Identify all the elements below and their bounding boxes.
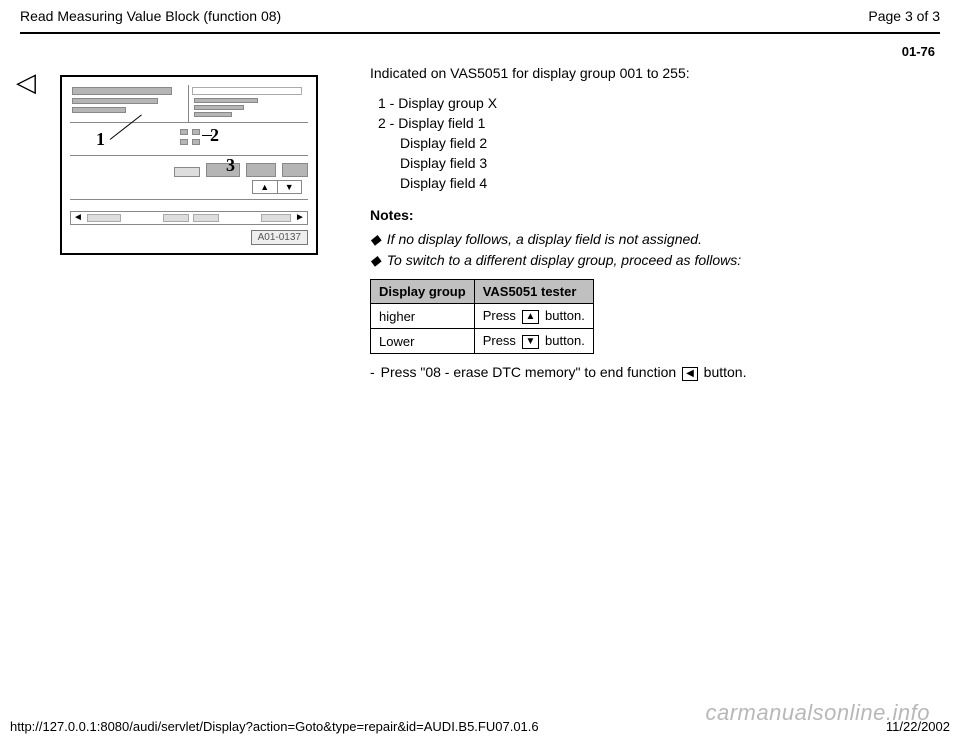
panel xyxy=(180,139,188,145)
page-label: Page 3 of 3 xyxy=(868,8,940,24)
table-header: Display group xyxy=(371,280,475,304)
divider xyxy=(70,155,308,156)
lead-text: Indicated on VAS5051 for display group 0… xyxy=(370,65,930,81)
nav-right-icon: ► xyxy=(293,212,307,224)
diagnostic-screen-figure: ▲ ▼ ◄ ► A01-0137 1 xyxy=(60,75,318,255)
divider xyxy=(70,122,308,123)
table-cell: Press ▲ button. xyxy=(474,304,593,329)
panel xyxy=(246,163,276,177)
panel xyxy=(194,112,232,117)
nav-seg xyxy=(193,214,219,222)
dash-bullet: - xyxy=(370,364,375,381)
nav-bar: ◄ ► xyxy=(70,211,308,225)
table-cell: Press ▼ button. xyxy=(474,329,593,354)
panel xyxy=(180,129,188,135)
final-text: Press "08 - erase DTC memory" to end fun… xyxy=(381,364,747,381)
final-post: button. xyxy=(700,364,747,380)
divider xyxy=(70,199,308,200)
arrow-left-icon: ◀ xyxy=(682,367,698,381)
pointer-left-icon: ◁ xyxy=(16,67,36,98)
panel xyxy=(192,139,200,145)
callout-3: 3 xyxy=(226,155,235,176)
table-row: Lower Press ▼ button. xyxy=(371,329,594,354)
panel xyxy=(282,163,308,177)
arrow-down-icon: ▼ xyxy=(522,335,540,349)
lead-line xyxy=(110,114,142,139)
lead-line xyxy=(202,135,212,136)
arrow-up-icon: ▲ xyxy=(522,310,540,324)
note-text: If no display follows, a display field i… xyxy=(387,231,702,248)
panel xyxy=(192,129,200,135)
table-row: higher Press ▲ button. xyxy=(371,304,594,329)
tester-table: Display group VAS5051 tester higher Pres… xyxy=(370,279,594,354)
tri-up-icon: ▲ xyxy=(253,181,277,193)
panel xyxy=(194,98,258,103)
panel xyxy=(174,167,200,177)
table-header: VAS5051 tester xyxy=(474,280,593,304)
list-item: Display field 2 xyxy=(400,135,930,151)
final-pre: Press "08 - erase DTC memory" to end fun… xyxy=(381,364,680,380)
cell-text: Press xyxy=(483,308,520,323)
panel xyxy=(194,105,244,110)
panel xyxy=(72,87,172,95)
nav-seg xyxy=(87,214,121,222)
footer-url: http://127.0.0.1:8080/audi/servlet/Displ… xyxy=(10,719,539,734)
diamond-icon: ◆ xyxy=(370,252,381,269)
panel xyxy=(192,87,302,95)
list-item: 1 - Display group X xyxy=(378,95,930,111)
cell-text: button. xyxy=(541,333,584,348)
divider xyxy=(188,85,189,122)
list-item: Display field 4 xyxy=(400,175,930,191)
panel xyxy=(72,107,126,113)
list-item: 2 - Display field 1 xyxy=(378,115,930,131)
table-cell: higher xyxy=(371,304,475,329)
figure-tag: A01-0137 xyxy=(251,230,308,245)
cell-text: Press xyxy=(483,333,520,348)
diamond-icon: ◆ xyxy=(370,231,381,248)
nav-left-icon: ◄ xyxy=(71,212,85,224)
panel xyxy=(72,98,158,104)
list-item: Display field 3 xyxy=(400,155,930,171)
note-text: To switch to a different display group, … xyxy=(387,252,741,269)
nav-seg xyxy=(261,214,291,222)
nav-seg xyxy=(163,214,189,222)
footer-date: 11/22/2002 xyxy=(886,719,950,734)
cell-text: button. xyxy=(541,308,584,323)
section-number: 01-76 xyxy=(0,34,960,63)
doc-title: Read Measuring Value Block (function 08) xyxy=(20,8,281,24)
table-cell: Lower xyxy=(371,329,475,354)
tri-down-icon: ▼ xyxy=(278,181,302,193)
notes-title: Notes: xyxy=(370,207,930,223)
callout-1: 1 xyxy=(96,129,105,150)
